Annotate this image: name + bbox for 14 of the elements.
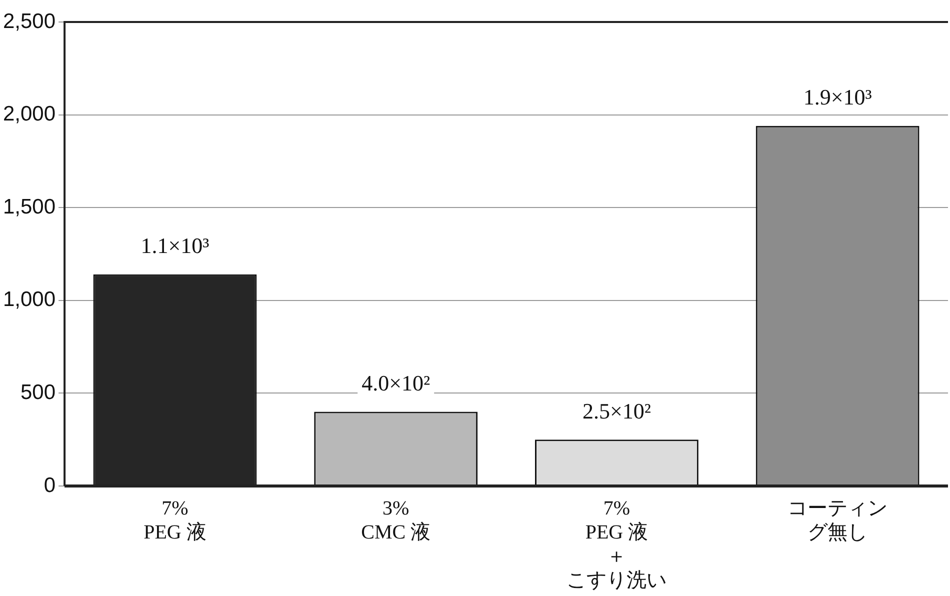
y-tick-label: 1,500	[2, 195, 56, 218]
y-tick-label: 2,000	[2, 102, 56, 126]
data-label: 1.9×10³	[803, 84, 872, 110]
y-tick-label: 0	[44, 474, 56, 497]
data-label: 4.0×10²	[362, 370, 430, 396]
x-tick-label: コーティング無し	[788, 497, 888, 544]
y-tick-label: 2,500	[2, 10, 56, 33]
x-tick-label: 7% PEG 液＋こすり洗い	[566, 497, 667, 592]
y-tick-label: 1,000	[2, 288, 56, 312]
x-tick-label: 3% CMC 液	[361, 497, 431, 544]
data-label: 1.1×10³	[140, 233, 210, 258]
data-label: 2.5×10²	[582, 398, 652, 424]
x-tick-label: 7% PEG 液	[144, 497, 206, 544]
y-tick-label: 500	[20, 380, 56, 404]
